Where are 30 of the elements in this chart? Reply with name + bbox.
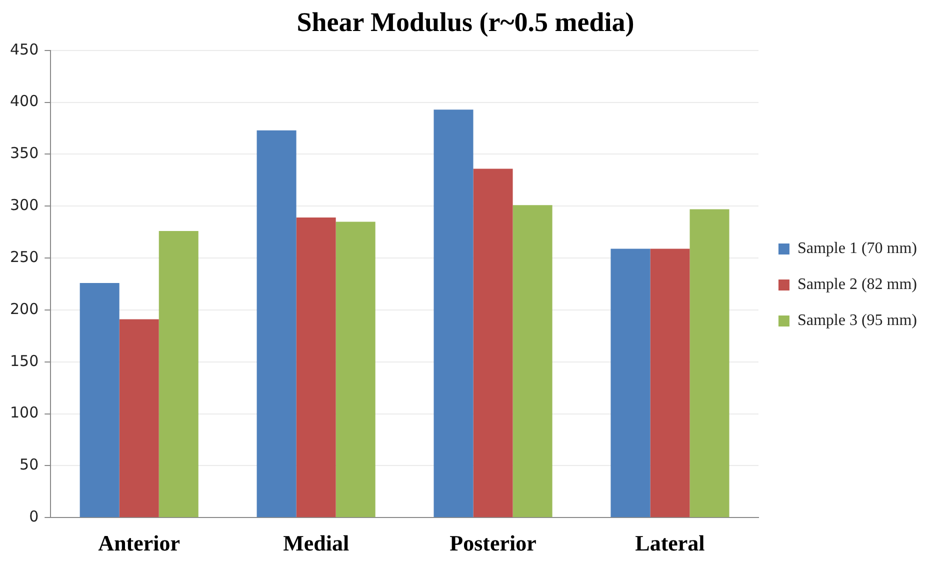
bar — [296, 218, 336, 518]
bar — [690, 209, 730, 518]
y-tick-label: 100 — [10, 404, 39, 422]
x-tick-label: Anterior — [98, 530, 180, 556]
y-tick-label: 250 — [10, 248, 39, 266]
y-tick-label: 300 — [10, 196, 39, 214]
y-tick-label: 350 — [10, 144, 39, 162]
bar — [512, 205, 552, 518]
bar — [256, 130, 296, 518]
legend-label: Sample 3 (95 mm) — [797, 312, 918, 330]
bar — [473, 168, 513, 518]
x-tick-label: Medial — [283, 530, 350, 556]
chart-title: Shear Modulus (r~0.5 media) — [296, 7, 634, 38]
y-tick-label: 200 — [10, 300, 39, 318]
y-tick-label: 0 — [29, 507, 39, 526]
y-tick-label: 150 — [10, 352, 39, 370]
bar — [610, 248, 650, 518]
bar — [158, 231, 198, 518]
bar — [434, 110, 474, 518]
x-tick-label: Posterior — [450, 530, 537, 556]
legend-label: Sample 2 (82 mm) — [797, 276, 918, 294]
bar — [650, 248, 690, 518]
legend-label: Sample 1 (70 mm) — [797, 240, 918, 258]
y-tick-label: 450 — [10, 40, 39, 58]
bar — [336, 222, 376, 518]
y-tick-label: 400 — [10, 92, 39, 110]
y-tick-label: 50 — [20, 456, 39, 474]
x-tick-label: Lateral — [635, 530, 705, 556]
bar — [80, 282, 120, 518]
bar — [119, 319, 159, 518]
